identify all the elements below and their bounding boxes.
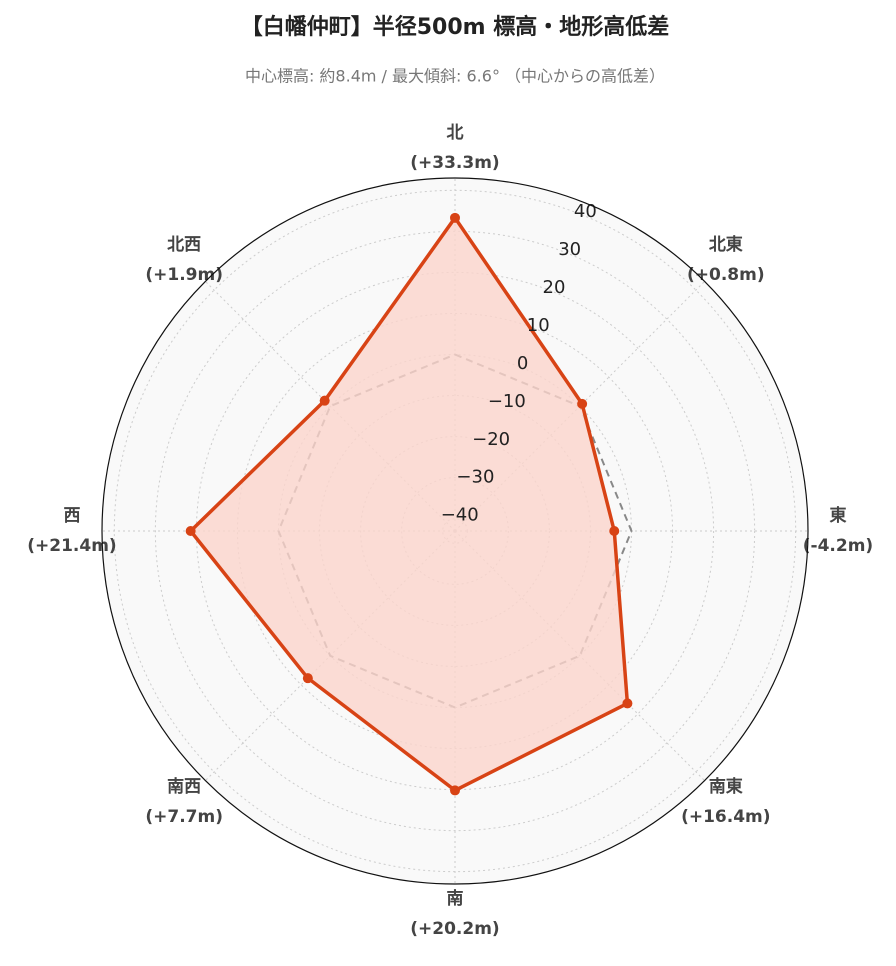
chart-title: 【白幡仲町】半径500m 標高・地形高低差 [241, 14, 670, 40]
value-label: (+0.8m) [687, 265, 765, 285]
r-tick-label: 20 [543, 277, 566, 298]
category-label: 北 [447, 123, 464, 143]
r-tick-label: 40 [574, 201, 597, 222]
outer-ring [101, 177, 809, 885]
category-label: 北東 [709, 234, 743, 255]
r-tick-label: 10 [527, 315, 550, 336]
category-label: 西 [64, 506, 81, 526]
r-tick-label: −20 [472, 429, 510, 450]
category-label: 南 [447, 888, 464, 909]
point [609, 526, 620, 536]
r-tick-label: 0 [517, 353, 528, 374]
point [185, 526, 196, 536]
r-tick-label: −40 [441, 505, 479, 526]
value-label: (+20.2m) [410, 919, 499, 939]
category-label: 東 [830, 505, 847, 526]
value-label: (+21.4m) [27, 536, 116, 556]
category-label: 南西 [167, 776, 201, 797]
chart-subtitle: 中心標高: 約8.4m / 最大傾斜: 6.6° （中心からの高低差） [245, 67, 665, 86]
point [450, 212, 460, 223]
value-label: (+33.3m) [410, 153, 499, 173]
r-tick-label: −10 [488, 391, 526, 412]
point [450, 785, 460, 796]
value-label: (+16.4m) [681, 807, 770, 827]
point [319, 395, 330, 406]
point [302, 673, 313, 684]
point [622, 698, 633, 709]
category-label: 北西 [167, 235, 201, 255]
value-label: (+7.7m) [145, 807, 223, 827]
point [577, 398, 588, 409]
value-label: (+1.9m) [145, 265, 223, 285]
r-tick-label: −30 [456, 467, 494, 488]
category-label: 南東 [709, 776, 743, 797]
r-tick-label: 30 [558, 239, 581, 260]
value-label: (-4.2m) [803, 536, 873, 556]
